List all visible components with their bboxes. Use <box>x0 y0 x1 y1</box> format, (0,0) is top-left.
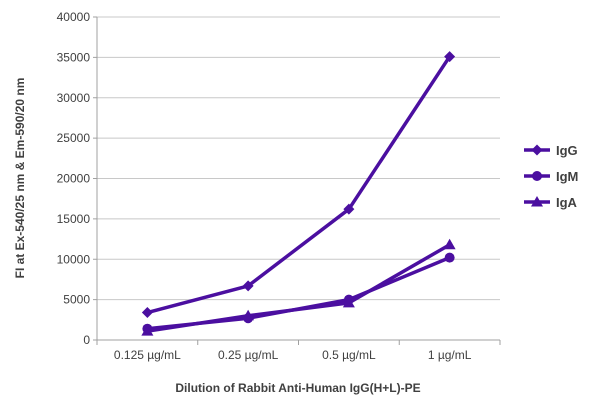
series-igm <box>142 252 455 334</box>
series-iga <box>141 238 456 336</box>
y-tick-label: 25000 <box>57 131 91 145</box>
series-lines <box>141 51 456 336</box>
y-tick-label: 40000 <box>57 10 91 24</box>
x-axis-tick-labels: 0.125 µg/mL 0.25 µg/mL 0.5 µg/mL 1 µg/mL <box>114 348 472 362</box>
y-tick-label: 30000 <box>57 91 91 105</box>
data-point-igg <box>242 280 254 292</box>
series-line-igm <box>147 256 451 331</box>
data-point-igg <box>444 51 456 63</box>
data-point-iga <box>342 296 355 308</box>
legend-item-igg: IgG <box>524 143 578 158</box>
data-point-igg <box>141 307 153 319</box>
data-point-iga <box>141 325 154 336</box>
series-line-igg <box>146 55 452 315</box>
y-axis-tick-labels: 0 5000 10000 15000 20000 25000 30000 35000 40000 <box>57 10 91 347</box>
y-axis-title: FI at Ex-540/25 nm & Em-590/20 nm <box>13 78 27 279</box>
y-tick-label: 35000 <box>57 50 91 64</box>
x-axis-title: Dilution of Rabbit Anti-Human IgG(H+L)-P… <box>175 381 420 395</box>
legend-marker-igg <box>531 144 543 156</box>
legend-item-iga: IgA <box>524 195 578 210</box>
axes <box>93 16 501 345</box>
data-point-igg <box>343 203 355 215</box>
data-point-igm <box>444 252 455 263</box>
y-tick-label: 10000 <box>57 252 91 266</box>
legend-label-igg: IgG <box>556 143 578 158</box>
legend-label-iga: IgA <box>556 195 578 210</box>
x-tick-label: 0.5 µg/mL <box>322 348 376 362</box>
y-tick-label: 20000 <box>57 172 91 186</box>
x-tick-label: 0.25 µg/mL <box>218 348 279 362</box>
data-point-iga <box>242 309 255 321</box>
legend-marker-iga <box>531 196 543 207</box>
y-tick-label: 0 <box>83 333 90 347</box>
y-tick-label: 5000 <box>63 293 90 307</box>
legend-marker-igm <box>532 171 542 181</box>
legend: IgG IgM IgA <box>524 143 578 210</box>
series-igg <box>141 51 456 319</box>
data-point-iga <box>443 238 456 250</box>
series-line-iga <box>147 243 451 333</box>
y-tick-label: 15000 <box>57 212 91 226</box>
x-tick-label: 1 µg/mL <box>428 348 472 362</box>
gridlines <box>97 16 500 301</box>
x-tick-label: 0.125 µg/mL <box>114 348 181 362</box>
legend-label-igm: IgM <box>556 169 578 184</box>
legend-item-igm: IgM <box>524 169 578 184</box>
